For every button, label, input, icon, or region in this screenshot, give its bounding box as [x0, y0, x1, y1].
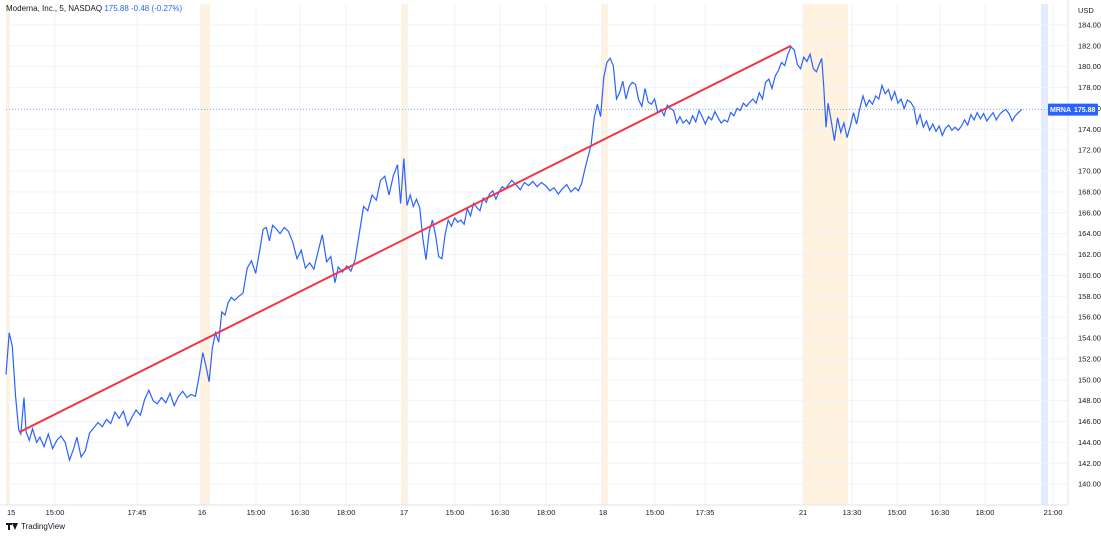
y-tick-label: 150.00 [1078, 375, 1101, 384]
y-tick-label: 164.00 [1078, 229, 1101, 238]
y-tick-label: 172.00 [1078, 146, 1101, 155]
y-tick-label: 158.00 [1078, 292, 1101, 301]
y-tick-label: 142.00 [1078, 459, 1101, 468]
y-tick-label: 184.00 [1078, 20, 1101, 29]
symbol-name[interactable]: Moderna, Inc. [6, 4, 55, 13]
x-tick-label: 21:00 [1044, 508, 1063, 517]
x-tick-label: 13:30 [843, 508, 862, 517]
y-tick-label: 140.00 [1078, 480, 1101, 489]
x-tick-label: 15:00 [646, 508, 665, 517]
price-tag-symbol: MRNA [1050, 107, 1071, 114]
y-tick-label: 160.00 [1078, 271, 1101, 280]
y-tick-label: 162.00 [1078, 250, 1101, 259]
symbol-legend: Moderna, Inc., 5, NASDAQ 175.88 -0.48 (-… [6, 4, 183, 13]
brand-footer[interactable]: TradingView [6, 522, 65, 531]
x-tick-label: 16:30 [931, 508, 950, 517]
time-axis[interactable]: 15 15:00 17:45 16 15:00 16:30 18:00 17 15:00 16:3… [0, 504, 1068, 517]
y-tick-label: 178.00 [1078, 83, 1101, 92]
y-tick-label: 180.00 [1078, 62, 1101, 71]
exchange: NASDAQ [68, 4, 103, 13]
x-tick-label: 18:00 [337, 508, 356, 517]
trend-line-drawing[interactable] [19, 44, 792, 433]
price-tag-value: 175.88 [1074, 107, 1096, 114]
price-series-line[interactable] [5, 45, 1023, 463]
x-tick-label: 21 [799, 508, 807, 517]
x-tick-label: 15:00 [247, 508, 266, 517]
x-tick-label: 18 [599, 508, 607, 517]
change-value: -0.48 [131, 4, 150, 13]
x-tick-label: 17 [400, 508, 408, 517]
brand-name: TradingView [21, 522, 66, 531]
y-tick-label: 168.00 [1078, 187, 1101, 196]
y-tick-label: 156.00 [1078, 313, 1101, 322]
x-tick-label: 15:00 [888, 508, 907, 517]
x-tick-label: 16:30 [291, 508, 310, 517]
currency-label[interactable]: USD [1078, 6, 1094, 15]
x-tick-label: 15:00 [446, 508, 465, 517]
chart-grid [6, 4, 1068, 505]
price-axis[interactable]: 140.00 142.00 144.00 146.00 148.00 150.00 152.… [1067, 0, 1101, 505]
y-tick-label: 170.00 [1078, 167, 1101, 176]
interval: 5 [59, 4, 64, 13]
y-tick-label: 144.00 [1078, 438, 1101, 447]
x-tick-label: 18:00 [537, 508, 556, 517]
close-value: 175.88 [104, 4, 129, 13]
change-percent: (-0.27%) [151, 4, 183, 13]
x-tick-label: 17:35 [696, 508, 715, 517]
x-tick-label: 16:30 [491, 508, 510, 517]
y-tick-label: 148.00 [1078, 396, 1101, 405]
x-tick-label: 17:45 [128, 508, 147, 517]
x-tick-label: 18:00 [976, 508, 995, 517]
y-tick-label: 174.00 [1078, 125, 1101, 134]
current-price-tag: MRNA 175.88 [1048, 103, 1098, 116]
x-tick-label: 15:00 [46, 508, 65, 517]
y-tick-label: 166.00 [1078, 208, 1101, 217]
y-tick-label: 154.00 [1078, 334, 1101, 343]
tradingview-logo-icon [6, 523, 18, 530]
y-tick-label: 146.00 [1078, 417, 1101, 426]
y-tick-label: 182.00 [1078, 41, 1101, 50]
x-tick-label: 15 [7, 508, 15, 517]
x-tick-label: 16 [198, 508, 206, 517]
y-tick-label: 152.00 [1078, 354, 1101, 363]
